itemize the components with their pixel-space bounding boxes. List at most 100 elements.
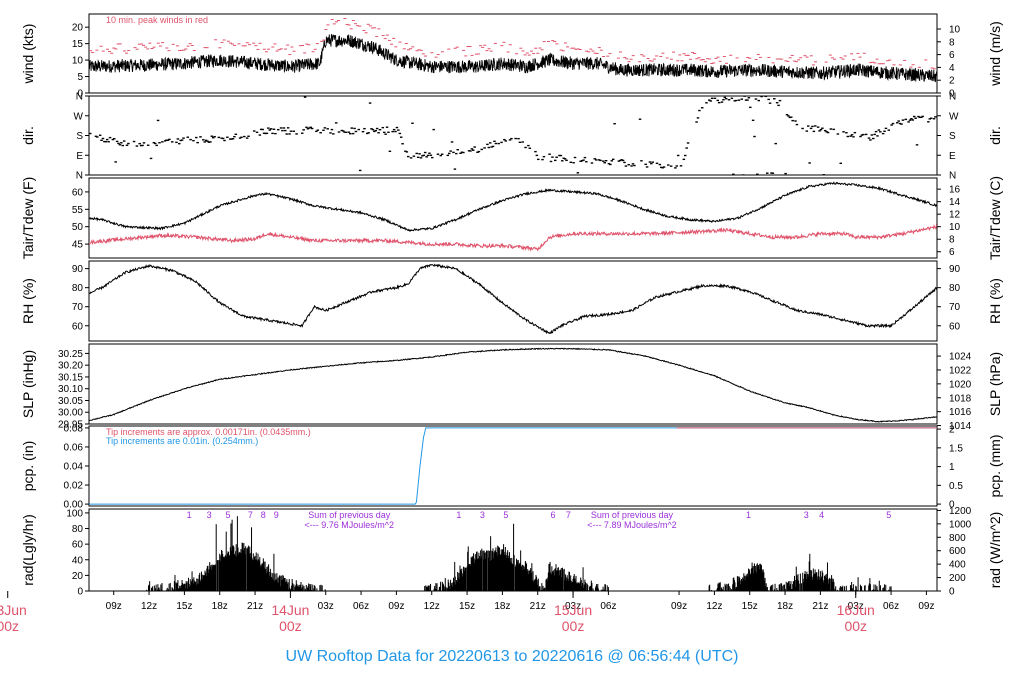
y-tick-label-right: N xyxy=(949,171,956,182)
y-tick-label-right: 2 xyxy=(949,76,955,87)
x-tick-label: 21z xyxy=(812,601,828,612)
plot-area xyxy=(89,17,937,83)
y-axis-title-right: wind (m/s) xyxy=(987,21,1003,87)
y-tick-label: 90 xyxy=(72,264,84,275)
x-tick-label: 18z xyxy=(494,601,510,612)
y-tick-label-right: 0 xyxy=(949,587,955,598)
y-tick-label-right: 2 xyxy=(949,425,955,436)
panel-frame xyxy=(88,343,938,425)
y-axis-title-right: Tair/Tdew (C) xyxy=(987,176,1003,260)
hour-mark: 7 xyxy=(566,510,571,520)
y-tick-label-right: S xyxy=(949,131,956,142)
x-tick-label: 06z xyxy=(883,601,899,612)
y-tick-label: 80 xyxy=(72,524,84,535)
series-wind xyxy=(89,34,937,83)
hour-mark: 9 xyxy=(274,510,279,520)
hour-mark: 1 xyxy=(187,510,192,520)
y-tick-label-right: 0 xyxy=(949,89,955,100)
day-label: 14Jun xyxy=(271,602,309,618)
y-tick-label-right: 1.5 xyxy=(949,443,963,454)
panel-frame xyxy=(88,177,938,259)
y-tick-label-right: 12 xyxy=(949,210,961,221)
plot-area xyxy=(89,427,937,505)
y-tick-label: E xyxy=(76,151,83,162)
y-tick-label: 100 xyxy=(66,508,83,519)
y-tick-label: 30.15 xyxy=(58,372,83,383)
x-tick-label: 12z xyxy=(141,601,157,612)
series-line-red xyxy=(89,224,937,252)
y-tick-label: 80 xyxy=(72,283,84,294)
y-tick-label-right: E xyxy=(949,151,956,162)
y-tick-label-right: 1016 xyxy=(949,407,972,418)
y-tick-label-right: 1020 xyxy=(949,379,972,390)
y-tick-label: 0.08 xyxy=(64,423,84,434)
y-tick-label-right: 0 xyxy=(949,500,955,511)
y-tick-label: 30.00 xyxy=(58,408,83,419)
day-sublabel: 00z xyxy=(844,618,867,634)
hour-mark: 3 xyxy=(207,510,212,520)
chart-footer-title: UW Rooftop Data for 20220613 to 20220616… xyxy=(285,648,739,665)
y-tick-label-right: 8 xyxy=(949,235,955,246)
hour-mark: 6 xyxy=(551,510,556,520)
hour-mark: 5 xyxy=(225,510,230,520)
x-tick-label: 15z xyxy=(459,601,475,612)
x-tick-label: 06z xyxy=(353,601,369,612)
hour-mark: 3 xyxy=(804,510,809,520)
plot-area xyxy=(89,96,937,175)
y-tick-label-right: W xyxy=(949,111,959,122)
x-tick-label: 09z xyxy=(388,601,404,612)
y-tick-label: 0.02 xyxy=(64,481,84,492)
y-tick-label: 55 xyxy=(72,205,84,216)
day-sublabel: 00z xyxy=(0,618,19,634)
y-tick-label: 60 xyxy=(72,187,84,198)
y-axis-title: Tair/Tdew (F) xyxy=(20,177,36,259)
y-axis-title-right: dir. xyxy=(987,126,1003,145)
day-sublabel: 00z xyxy=(279,618,302,634)
y-tick-label: 15 xyxy=(72,39,84,50)
y-tick-label-right: 0.5 xyxy=(949,481,963,492)
y-tick-label-right: 400 xyxy=(949,560,966,571)
series-line-black xyxy=(89,347,937,423)
day-sublabel: 00z xyxy=(562,618,585,634)
plot-area xyxy=(146,516,892,591)
x-tick-label: 15z xyxy=(742,601,758,612)
panel-frame xyxy=(88,260,938,342)
plot-area xyxy=(89,181,937,252)
day-label: 16Jun xyxy=(837,602,875,618)
y-tick-label: 29.95 xyxy=(58,420,83,431)
x-tick-label: 15z xyxy=(176,601,192,612)
x-tick-label: 03z xyxy=(565,601,581,612)
y-tick-label-right: 1024 xyxy=(949,352,972,363)
hour-mark: 7 xyxy=(248,510,253,520)
y-tick-label-right: 90 xyxy=(949,264,961,275)
y-tick-label: 0 xyxy=(77,89,83,100)
x-tick-label: 06z xyxy=(600,601,616,612)
daily-sum-value: <--- 9.76 MJoules/m^2 xyxy=(305,520,395,530)
y-axis-title-right: SLP (hPa) xyxy=(987,352,1003,416)
hour-mark: 8 xyxy=(261,510,266,520)
y-tick-label: 10 xyxy=(72,56,84,67)
y-axis-title: dir. xyxy=(20,126,36,145)
y-tick-label: 30.05 xyxy=(58,396,83,407)
y-tick-label: W xyxy=(74,111,84,122)
y-tick-label: 50 xyxy=(72,222,84,233)
y-tick-label: 20 xyxy=(72,571,84,582)
x-axis: 09z 12z 15z 18z 21z 03z 06z 09z 12z 15z 18z 21z 03z 0… xyxy=(0,591,934,634)
y-tick-label-right: 14 xyxy=(949,197,961,208)
y-tick-label: 20 xyxy=(72,23,84,34)
y-axis-title: SLP (inHg) xyxy=(20,350,36,418)
x-tick-label: 12z xyxy=(706,601,722,612)
y-axis-title-right: RH (%) xyxy=(987,278,1003,324)
y-tick-label: 60 xyxy=(72,540,84,551)
y-tick-label-right: 70 xyxy=(949,302,961,313)
y-tick-label: N xyxy=(76,171,83,182)
day-label: 13Jun xyxy=(0,602,27,618)
hour-mark: 3 xyxy=(480,510,485,520)
x-tick-label: 09z xyxy=(106,601,122,612)
y-tick-label: 0.04 xyxy=(64,462,84,473)
y-axis-title: rad(Lgly/hr) xyxy=(20,514,36,586)
x-tick-label: 21z xyxy=(247,601,263,612)
